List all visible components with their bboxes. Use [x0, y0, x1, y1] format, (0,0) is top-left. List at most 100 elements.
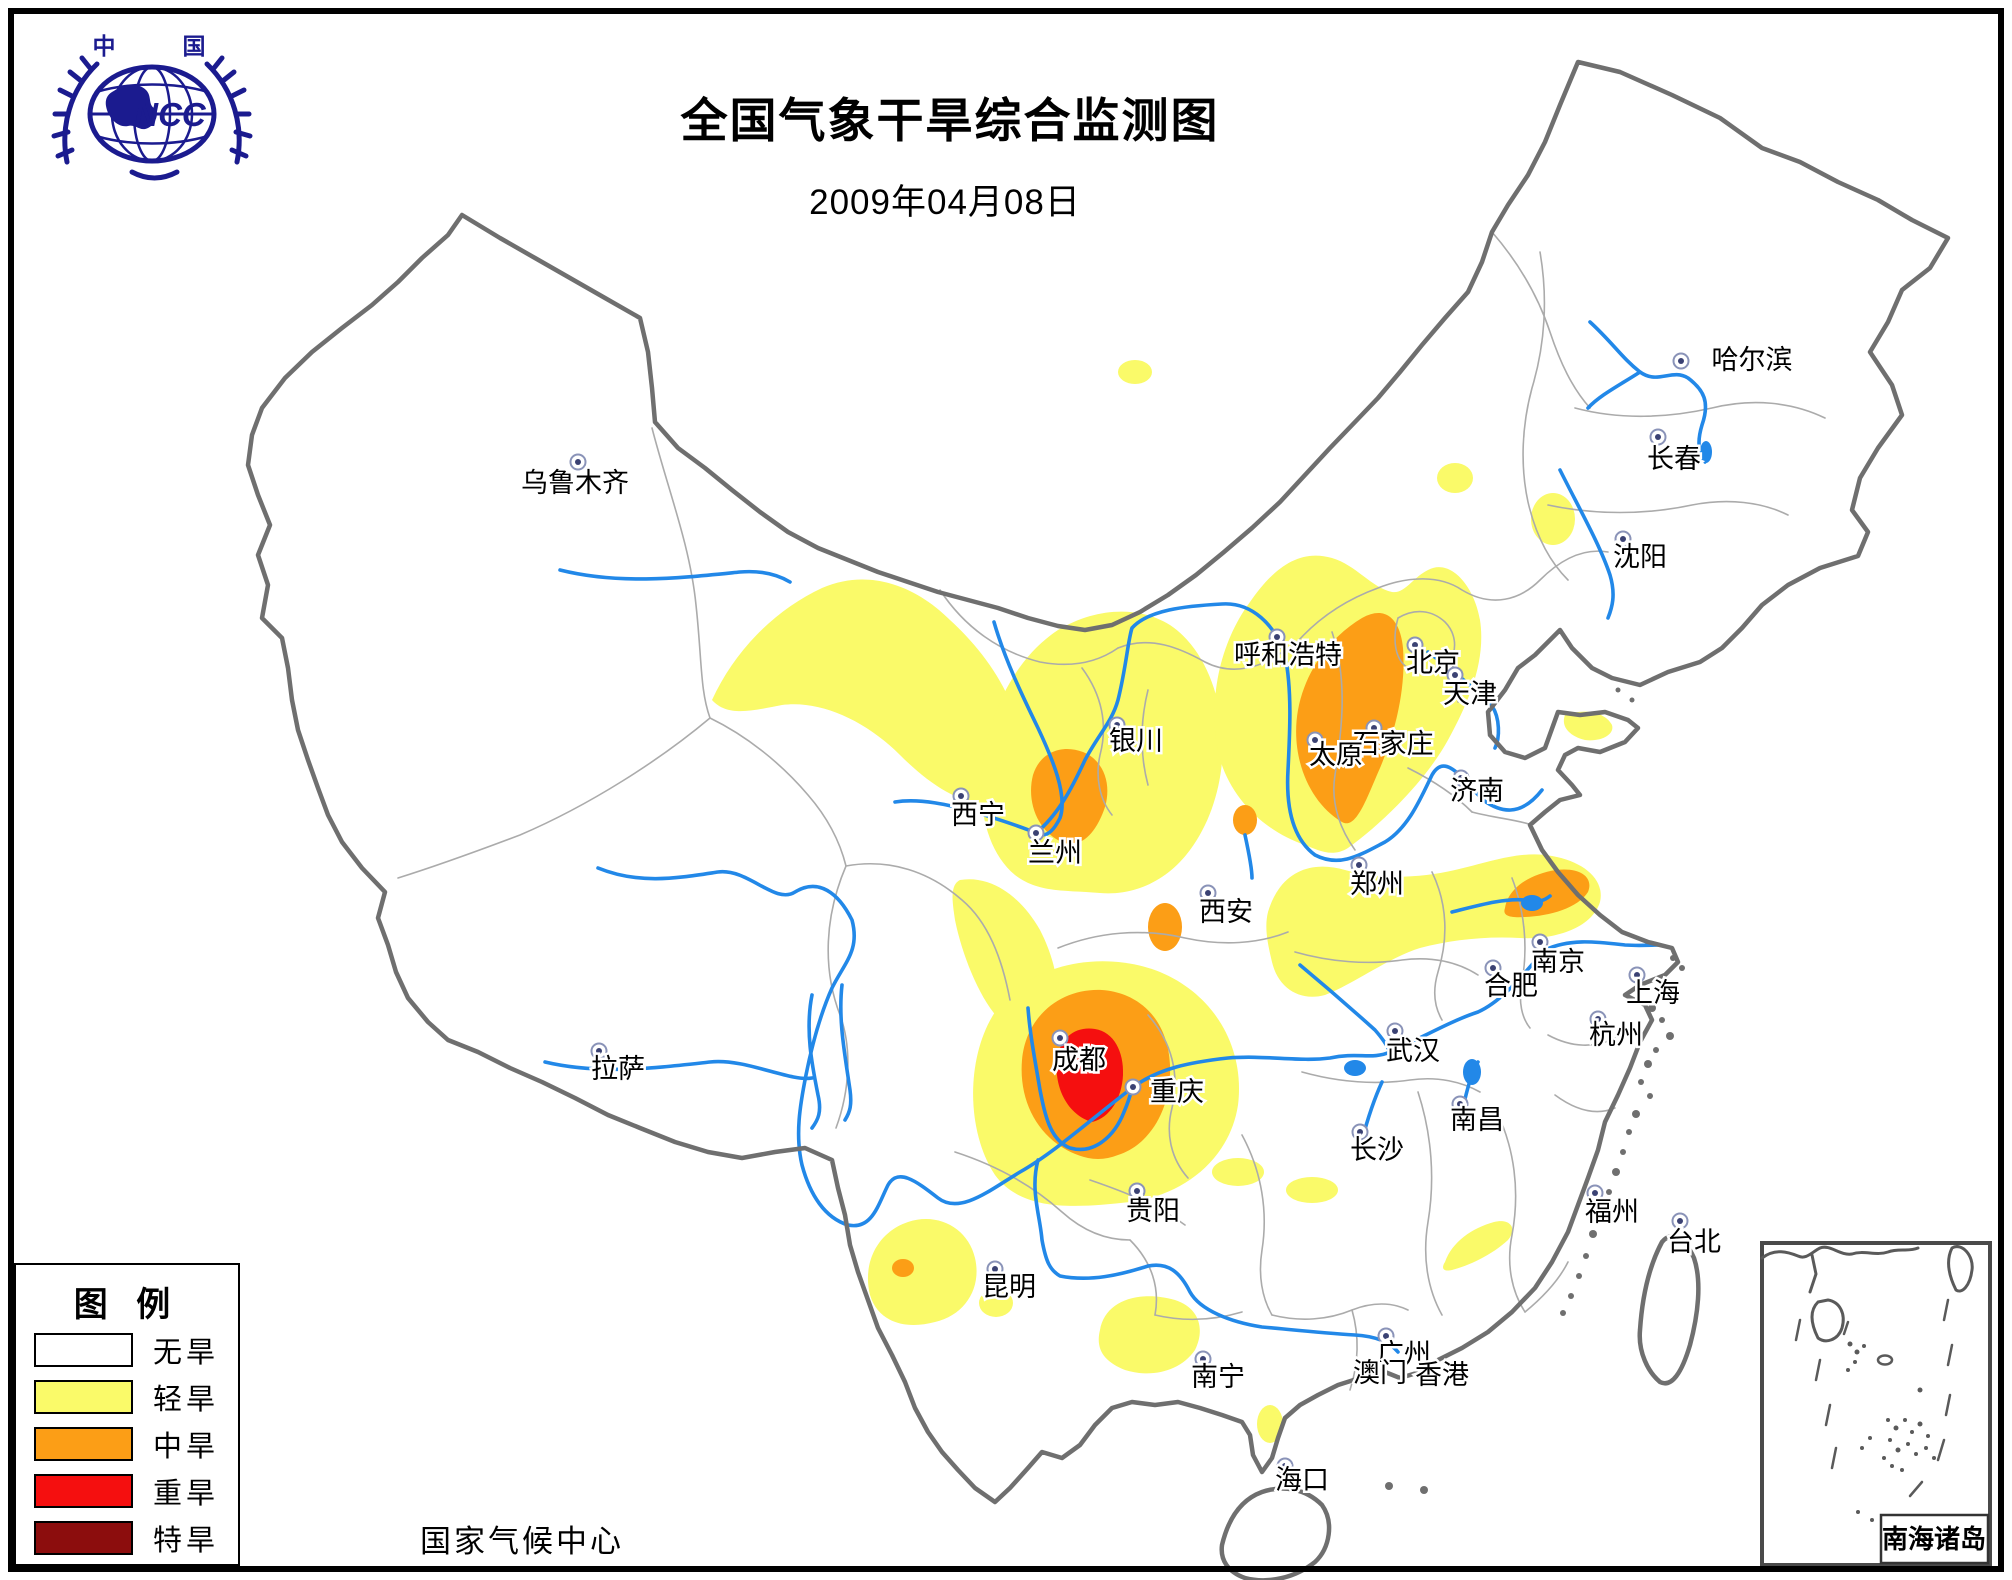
drought-layer-severe: [1056, 1028, 1124, 1122]
legend-label: 特旱: [153, 1524, 220, 1557]
legend-box: 图 例 无旱轻旱中旱重旱特旱: [14, 1263, 240, 1566]
city-label: 上海: [1626, 978, 1680, 1008]
city-label: 南宁: [1191, 1362, 1245, 1392]
city-label: 天津: [1443, 679, 1497, 709]
city-label: 银川: [1109, 726, 1163, 756]
legend-rows: 无旱轻旱中旱重旱特旱: [16, 1326, 238, 1561]
legend-swatch: [34, 1520, 133, 1555]
city-label: 昆明: [982, 1272, 1036, 1302]
city-label: 长沙: [1350, 1135, 1404, 1165]
city-marker-dot: [1458, 775, 1464, 781]
city-marker-dot: [1371, 725, 1377, 731]
city-marker-dot: [1312, 737, 1318, 743]
city-marker-dot: [1033, 830, 1039, 836]
taiwan-island: [1637, 1234, 1701, 1386]
legend-label: 轻旱: [153, 1383, 220, 1416]
legend-row: 轻旱: [16, 1373, 238, 1420]
city-marker-dot: [575, 459, 581, 465]
ncc-logo: 中 国 NCC: [51, 34, 253, 181]
south-china-sea-inset: 南海诸岛: [1760, 1241, 1992, 1567]
coastal-islands: [1385, 687, 1685, 1494]
inset-label: 南海诸岛: [1882, 1524, 1986, 1554]
city-marker-dot: [992, 1266, 998, 1272]
city-label: 太原: [1309, 740, 1363, 770]
city-marker-dot: [1634, 972, 1640, 978]
city-marker-dot: [1200, 1356, 1206, 1362]
city-label: 杭州: [1589, 1020, 1643, 1050]
city-label: 沈阳: [1613, 542, 1667, 572]
legend-row: 中旱: [16, 1420, 238, 1467]
city-label: 乌鲁木齐: [521, 468, 629, 498]
city-marker-dot: [1205, 890, 1211, 896]
legend-swatch: [34, 1426, 133, 1461]
city-label: 西宁: [951, 800, 1005, 830]
hainan-island: [1219, 1486, 1332, 1580]
legend-title: 图 例: [73, 1287, 181, 1324]
city-label: 福州: [1585, 1197, 1639, 1227]
city-marker-dot: [1130, 1084, 1136, 1090]
city-marker-dot: [1490, 965, 1496, 971]
city-label: 广州: [1377, 1339, 1431, 1369]
songhua-river: [1588, 320, 1708, 464]
legend-swatch: [34, 1332, 133, 1367]
national-boundary: [245, 59, 1951, 1580]
city-marker-dot: [1595, 1016, 1601, 1022]
city-label: 台北: [1667, 1227, 1721, 1257]
city-label: 重庆: [1150, 1077, 1204, 1107]
city-label: 香港: [1415, 1360, 1469, 1390]
city-label: 南京: [1531, 947, 1585, 977]
city-marker-dot: [1356, 862, 1362, 868]
legend-row: 特旱: [16, 1514, 238, 1561]
city-label: 哈尔滨: [1712, 345, 1793, 375]
city-marker-dot: [1274, 634, 1280, 640]
city-label: 合肥: [1484, 971, 1538, 1001]
city-marker-dot: [958, 793, 964, 799]
city-marker-dot: [1677, 1218, 1683, 1224]
city-label: 石家庄: [1353, 729, 1434, 759]
city-marker-dot: [596, 1048, 602, 1054]
city-marker-dot: [1592, 1190, 1598, 1196]
province-borders: [397, 231, 1826, 1391]
logo-acronym: NCC: [134, 96, 207, 133]
city-marker-dot: [1678, 358, 1684, 364]
city-marker-dot: [1134, 1188, 1140, 1194]
legend-swatch: [34, 1473, 133, 1508]
legend-label: 重旱: [153, 1477, 220, 1510]
city-marker-dot: [1655, 434, 1661, 440]
rivers: [543, 320, 1712, 1354]
city-label: 长春: [1647, 444, 1701, 474]
logo-char-right: 国: [183, 34, 206, 59]
city-label: 武汉: [1386, 1036, 1440, 1066]
legend-label: 中旱: [153, 1430, 220, 1463]
yellow-river: [893, 620, 1064, 837]
city-label: 兰州: [1028, 838, 1082, 868]
legend-label: 无旱: [153, 1336, 220, 1369]
city-marker-dot: [1282, 1463, 1288, 1469]
yangtze-river: [596, 866, 1662, 1228]
city-marker-dot: [1452, 672, 1458, 678]
city-label: 郑州: [1350, 869, 1404, 899]
city-label: 西安: [1199, 897, 1253, 927]
logo-continent: [105, 84, 157, 130]
city-marker-dot: [1537, 939, 1543, 945]
city-marker-dot: [1383, 1333, 1389, 1339]
logo-char-left: 中: [93, 34, 116, 59]
credit-text: 国家气候中心: [420, 1524, 624, 1559]
city-marker-dot: [1392, 1028, 1398, 1034]
city-label: 拉萨: [591, 1054, 645, 1084]
legend-swatch: [34, 1379, 133, 1414]
city-marker-dot: [1114, 722, 1120, 728]
city-label: 呼和浩特: [1234, 640, 1342, 670]
city-label: 济南: [1450, 776, 1504, 806]
map-date: 2009年04月08日: [809, 183, 1081, 222]
drought-layer-light: [712, 360, 1613, 1443]
city-marker-dot: [1457, 1101, 1463, 1107]
legend-row: 无旱: [16, 1326, 238, 1373]
xi-river: [1033, 1158, 1400, 1354]
city-label: 海口: [1275, 1465, 1329, 1495]
city-label: 南昌: [1450, 1105, 1504, 1135]
city-label: 贵阳: [1126, 1196, 1180, 1226]
